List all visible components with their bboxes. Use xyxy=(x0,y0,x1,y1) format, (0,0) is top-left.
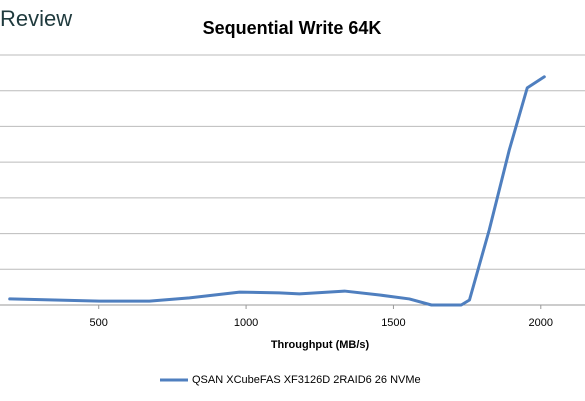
x-tick-label: 500 xyxy=(90,317,108,329)
x-axis-label: Throughput (MB/s) xyxy=(271,339,370,351)
x-tick-label: 1000 xyxy=(234,317,258,329)
x-tick-label: 1500 xyxy=(381,317,405,329)
x-tick-label: 2000 xyxy=(529,317,553,329)
chart-title: Sequential Write 64K xyxy=(203,18,382,38)
legend-label: QSAN XCubeFAS XF3126D 2RAID6 26 NVMe xyxy=(192,374,421,386)
series-line xyxy=(8,75,546,307)
brand: Review xyxy=(0,6,72,31)
